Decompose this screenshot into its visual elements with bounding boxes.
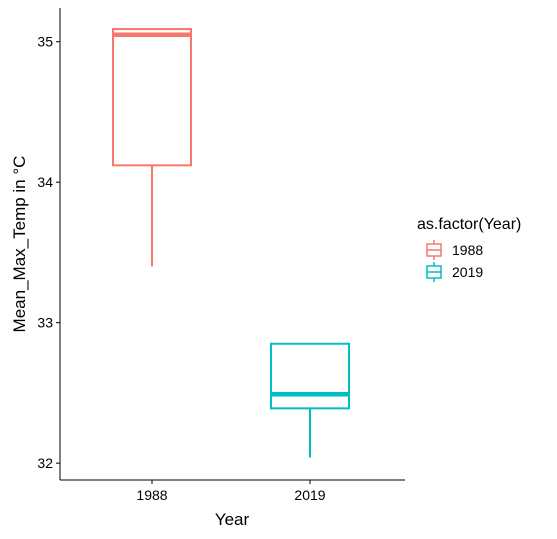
legend-label: 2019 xyxy=(452,264,483,280)
box-1988 xyxy=(112,28,192,267)
x-axis-title: Year xyxy=(215,510,250,529)
y-tick-label: 33 xyxy=(37,315,53,331)
legend-entry-1988: 1988 xyxy=(426,240,483,260)
legend-keys: 1988 2019 xyxy=(426,240,483,282)
box-series xyxy=(112,28,350,458)
x-tick-label: 1988 xyxy=(136,487,167,503)
legend-entry-2019: 2019 xyxy=(426,262,483,282)
legend: as.factor(Year) 1988 2019 xyxy=(417,216,521,282)
box-iqr xyxy=(270,342,350,410)
x-tick-label: 2019 xyxy=(294,487,325,503)
box-iqr xyxy=(112,28,192,167)
y-axis-title: Mean_Max_Temp in °C xyxy=(10,156,29,333)
y-tick-label: 35 xyxy=(37,34,53,50)
x-axis-ticks: 1988 2019 xyxy=(136,480,326,503)
y-tick-label: 32 xyxy=(37,455,53,471)
legend-label: 1988 xyxy=(452,242,483,258)
y-axis-ticks: 32 33 34 35 xyxy=(37,34,60,471)
legend-title: as.factor(Year) xyxy=(417,216,521,233)
plot-panel: 32 33 34 35 1988 2019 xyxy=(37,8,405,503)
box-2019 xyxy=(270,342,350,458)
y-tick-label: 34 xyxy=(37,174,53,190)
